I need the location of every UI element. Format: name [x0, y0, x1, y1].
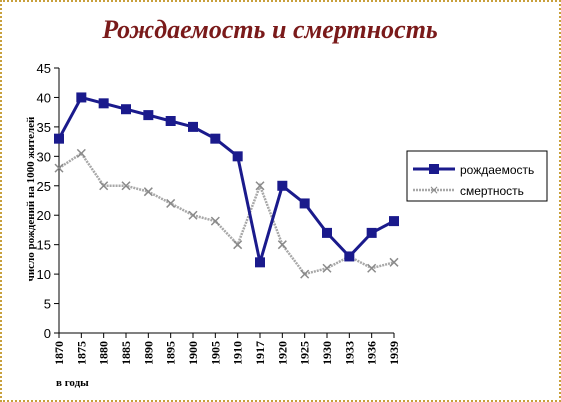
chart-title: Рождаемость и смертность [101, 15, 438, 44]
data-point-birth [210, 133, 221, 144]
x-tick-label: 1930 [320, 341, 334, 365]
data-point-birth [344, 251, 355, 262]
y-tick-label: 20 [37, 208, 51, 223]
data-point-death [54, 163, 64, 173]
x-tick-label: 1936 [365, 341, 379, 365]
series-line-birth [57, 95, 395, 264]
x-tick-label: 1880 [97, 341, 111, 365]
data-point-birth [165, 116, 176, 126]
data-point-birth [76, 92, 87, 103]
data-point-death [210, 216, 220, 226]
data-point-birth [54, 133, 64, 144]
data-point-death [322, 263, 332, 273]
data-point-death [76, 148, 86, 158]
x-tick-label: 1917 [253, 341, 267, 365]
x-tick-label: 1870 [52, 341, 66, 365]
x-tick-label: 1875 [74, 341, 88, 365]
y-tick-label: 40 [37, 90, 51, 105]
legend-label-birth: рождаемость [460, 163, 534, 177]
x-tick-label: 1910 [231, 341, 245, 365]
data-point-death [255, 181, 265, 191]
data-point-death [233, 240, 243, 250]
x-tick-label: 1939 [387, 341, 401, 365]
data-point-birth [121, 104, 131, 115]
y-tick-label: 25 [37, 179, 51, 194]
legend: рождаемость × смертность [406, 150, 548, 202]
data-point-birth [322, 227, 332, 238]
y-tick-label: 5 [44, 297, 51, 312]
legend-label-death: смертность [460, 184, 524, 198]
data-point-birth [366, 227, 377, 238]
x-tick-label: 1885 [119, 341, 133, 365]
y-tick-label: 30 [37, 149, 51, 164]
data-point-death [300, 269, 310, 279]
series-birth [54, 92, 399, 268]
data-point-death [166, 198, 176, 208]
data-point-death [143, 187, 153, 197]
data-point-birth [389, 216, 399, 227]
x-tick-label: 1905 [208, 341, 222, 365]
x-tick-label: 1920 [275, 341, 289, 365]
series-line-death [58, 151, 395, 276]
y-tick-label: 45 [37, 61, 51, 76]
y-tick-label: 10 [37, 267, 51, 282]
x-tick-label: 1900 [186, 341, 200, 365]
x-tick-label: 1890 [141, 341, 155, 365]
y-axis-label: число рождений на 1000 жителей [25, 116, 37, 281]
legend-marker-birth [429, 164, 439, 174]
data-point-birth [255, 257, 265, 268]
x-axis-label: в годы [56, 377, 89, 389]
data-point-birth [232, 151, 243, 162]
x-tick-label: 1925 [298, 341, 312, 365]
data-point-death [121, 181, 131, 191]
data-point-birth [188, 121, 198, 132]
y-tick-label: 15 [37, 238, 51, 253]
data-point-death [99, 181, 109, 191]
x-tick-label: 1933 [342, 341, 356, 365]
data-point-death [188, 210, 198, 220]
legend-box [406, 150, 548, 202]
data-point-death [277, 240, 287, 250]
data-point-birth [98, 98, 109, 109]
y-tick-label: 35 [37, 120, 51, 135]
x-tick-label: 1895 [164, 341, 178, 365]
data-point-birth [277, 180, 288, 191]
data-point-death [367, 263, 377, 273]
legend-marker-death: × [429, 183, 439, 197]
y-tick-label: 0 [44, 326, 51, 341]
data-point-death [389, 257, 399, 267]
data-point-birth [299, 198, 310, 209]
data-point-birth [143, 110, 154, 121]
